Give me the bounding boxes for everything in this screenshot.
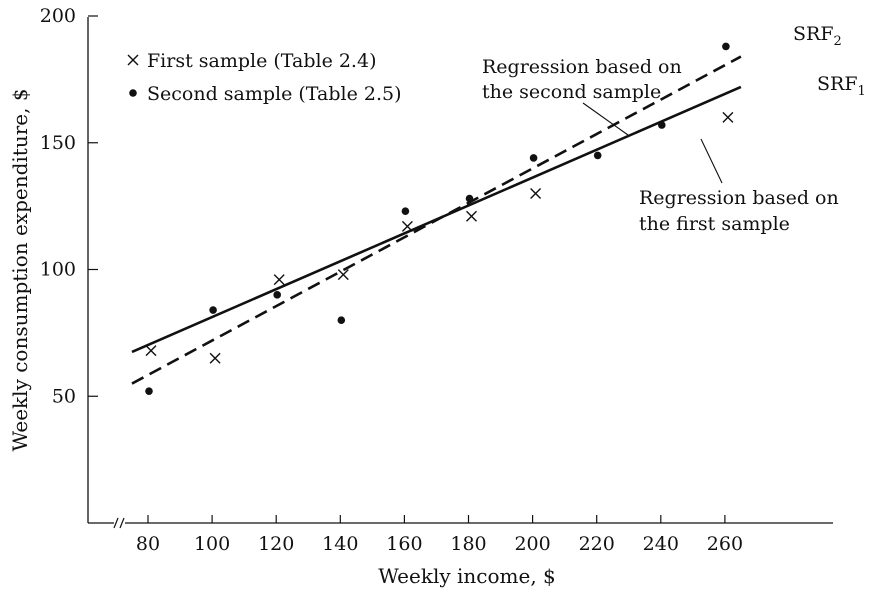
srf2-label: SRF2 <box>793 23 842 49</box>
x-tick-label: 200 <box>514 533 550 555</box>
x-ticks: 80 100 120 140 160 180 200 220 240 260 <box>136 515 743 555</box>
point-first-sample-cross-icon <box>209 352 221 364</box>
y-tick-label: 200 <box>40 5 76 27</box>
x-axis-title: Weekly income, $ <box>378 564 556 588</box>
point-second-sample-dot <box>465 194 474 203</box>
srf2-annotation-line-1: Regression based on <box>482 56 682 78</box>
srf2-label-main: SRF <box>793 23 834 45</box>
legend-label-first-sample: First sample (Table 2.4) <box>147 50 376 72</box>
srf1-label-main: SRF <box>817 73 858 95</box>
point-second-sample-dot <box>145 387 153 395</box>
point-first-sample-cross-icon <box>466 210 477 222</box>
srf1-annotation-line-1: Regression based on <box>639 187 839 209</box>
legend-label-second-sample: Second sample (Table 2.5) <box>147 83 402 105</box>
annotations: Regression based on the second sample Re… <box>482 23 866 235</box>
point-second-sample-dot <box>337 316 346 325</box>
srf1-annotation-leader <box>700 138 723 184</box>
point-first-sample-cross-icon <box>273 274 285 286</box>
point-second-sample-dot <box>401 207 410 215</box>
point-second-sample-dot <box>593 151 602 160</box>
srf2-annotation-leader <box>582 102 629 136</box>
y-ticks: 50 100 150 200 <box>40 5 98 407</box>
x-tick-label: 220 <box>579 533 615 555</box>
data-points <box>145 42 734 395</box>
point-first-sample-cross-icon <box>530 187 542 199</box>
x-tick-label: 100 <box>194 533 230 555</box>
regression-lines <box>131 55 742 385</box>
point-first-sample-cross-icon <box>145 345 157 357</box>
point-second-sample-dot <box>273 291 282 299</box>
srf1-label-sub: 1 <box>858 84 866 99</box>
x-tick-label: 180 <box>450 533 486 555</box>
legend: First sample (Table 2.4) Second sample (… <box>127 50 402 105</box>
y-tick-label: 150 <box>40 132 76 154</box>
srf1-annotation-line-2: the first sample <box>639 213 790 235</box>
y-tick-label: 100 <box>40 259 76 281</box>
srf1-label: SRF1 <box>817 73 866 99</box>
x-axis-break-icon <box>113 517 125 529</box>
srf2-label-sub: 2 <box>834 34 842 49</box>
srf2-annotation-line-2: the second sample <box>482 81 661 103</box>
point-second-sample-dot <box>209 306 217 314</box>
x-tick-label: 160 <box>386 533 422 555</box>
y-tick-label: 50 <box>52 385 76 407</box>
x-tick-label: 240 <box>643 533 679 555</box>
srf2-regression-line <box>131 55 742 385</box>
point-first-sample-cross-icon <box>401 220 413 232</box>
point-first-sample-cross-icon <box>337 269 349 281</box>
y-axis-title: Weekly consumption expenditure, $ <box>8 88 32 451</box>
x-tick-label: 260 <box>707 533 743 555</box>
point-second-sample-dot <box>529 154 538 162</box>
legend-marker-cross-icon <box>127 54 139 66</box>
point-first-sample-cross-icon <box>722 111 734 123</box>
point-second-sample-dot <box>658 121 666 129</box>
x-tick-label: 80 <box>136 533 160 555</box>
point-second-sample-dot <box>722 42 730 51</box>
legend-marker-dot-icon <box>129 89 137 97</box>
x-tick-label: 120 <box>258 533 294 555</box>
x-tick-label: 140 <box>322 533 358 555</box>
